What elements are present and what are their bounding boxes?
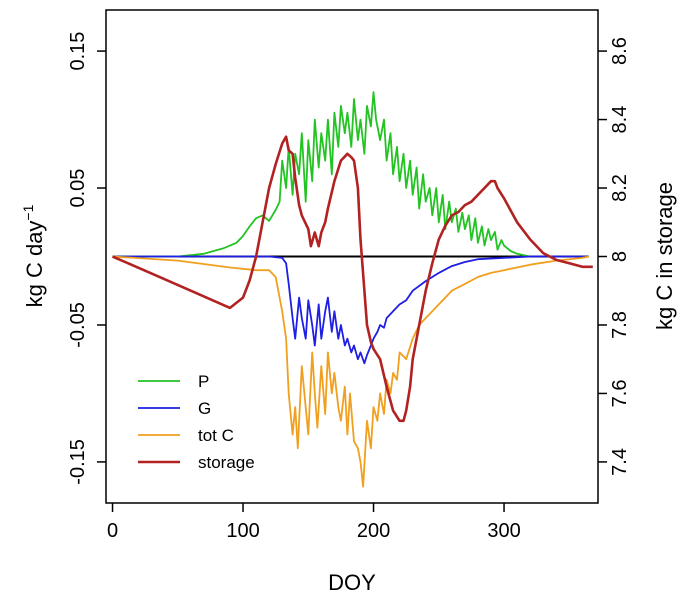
legend-label: storage	[198, 453, 255, 472]
x-tick-label: 100	[226, 520, 259, 542]
y-left-tick-label: 0.05	[67, 169, 89, 208]
series-line-storage	[111, 135, 593, 423]
legend-label: tot C	[198, 426, 234, 445]
y-right-tick-label: 8.4	[609, 106, 631, 134]
axis-layer: 0 100 200 300 0.15 0.05 -0.05 -0.15 8.6 8.4 8.2 8 7.…	[67, 32, 631, 542]
left-axis-title-exponent: −1	[20, 204, 36, 220]
series-layer	[111, 91, 593, 488]
right-axis-title: kg C in storage	[652, 182, 677, 330]
left-axis-title: kg C day−1	[20, 204, 47, 307]
x-tick-label: 200	[357, 520, 390, 542]
y-right-tick-label: 7.4	[609, 448, 631, 476]
series-line-tot-c	[112, 255, 590, 488]
y-left-tick-label: -0.15	[67, 439, 89, 485]
x-tick-label: 300	[487, 520, 520, 542]
x-tick-label: 0	[107, 520, 118, 542]
legend-label: G	[198, 399, 211, 418]
legend-label: P	[198, 372, 209, 391]
series-line-g	[112, 255, 589, 365]
y-right-tick-label: 8.2	[609, 174, 631, 202]
y-right-tick-label: 7.6	[609, 380, 631, 408]
x-axis-title: DOY	[328, 570, 376, 595]
y-right-tick-label: 8.6	[609, 37, 631, 65]
y-right-tick-label: 7.8	[609, 311, 631, 339]
y-right-tick-label: 8	[609, 251, 631, 262]
y-left-tick-label: 0.15	[67, 32, 89, 71]
y-left-tick-label: -0.05	[67, 302, 89, 348]
